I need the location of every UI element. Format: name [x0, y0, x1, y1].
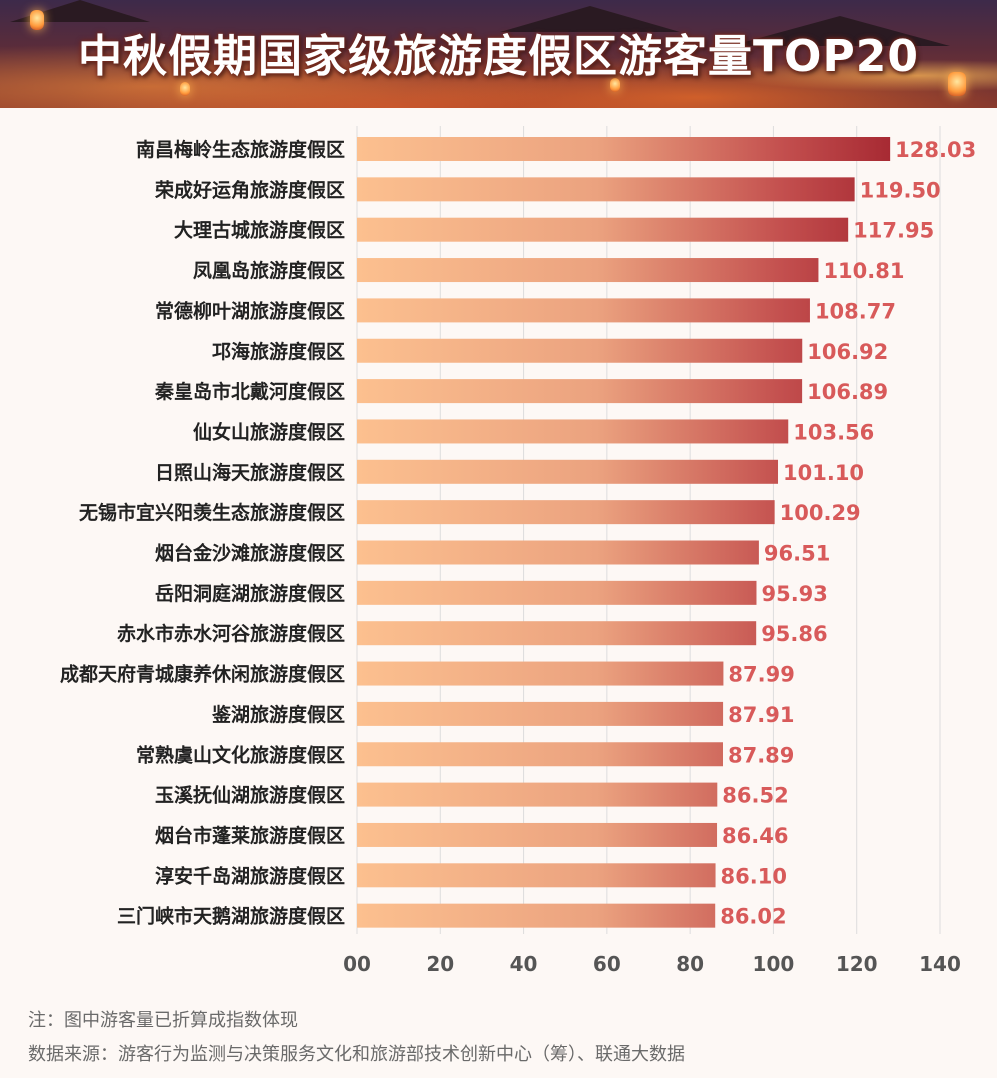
- category-label: 鉴湖旅游度假区: [211, 703, 345, 726]
- roof-silhouette: [10, 0, 150, 22]
- category-label: 烟台市蓬莱旅游度假区: [155, 824, 345, 847]
- bars: [357, 137, 891, 928]
- x-tick-label: 40: [510, 952, 538, 976]
- bar: [357, 137, 891, 161]
- data-label: 87.91: [728, 703, 794, 727]
- data-label: 100.29: [780, 501, 861, 525]
- category-label: 常熟虞山文化旅游度假区: [136, 743, 345, 766]
- category-label: 赤水市赤水河谷旅游度假区: [117, 622, 345, 645]
- bar-chart: 00 20 40 60 80 100 120 140 南昌梅岭生态旅游度假区 128.03 荣成好运…: [60, 126, 976, 976]
- category-label: 大理古城旅游度假区: [174, 219, 345, 242]
- bar: [357, 217, 849, 242]
- category-label: 南昌梅岭生态旅游度假区: [136, 138, 345, 161]
- data-label: 86.52: [722, 784, 788, 808]
- x-tick-label: 100: [753, 952, 795, 976]
- data-label: 108.77: [815, 299, 896, 323]
- data-label: 86.02: [720, 905, 786, 929]
- chart-note: 注：图中游客量已折算成指数体现: [28, 1010, 298, 1031]
- bar: [357, 742, 723, 767]
- bar: [357, 177, 855, 202]
- data-label: 86.10: [721, 864, 787, 888]
- category-label: 凤凰岛旅游度假区: [193, 259, 345, 282]
- category-label: 无锡市宜兴阳羡生态旅游度假区: [79, 501, 345, 524]
- category-label: 常德柳叶湖旅游度假区: [155, 299, 345, 322]
- bar: [357, 661, 724, 686]
- data-label: 119.50: [860, 178, 941, 202]
- data-label: 96.51: [764, 542, 830, 566]
- labels: 00 20 40 60 80 100 120 140 南昌梅岭生态旅游度假区 128.03 荣成好运…: [60, 138, 976, 976]
- data-label: 110.81: [823, 259, 904, 283]
- lantern-icon: [180, 82, 190, 96]
- bar: [357, 500, 775, 525]
- category-label: 玉溪抚仙湖旅游度假区: [155, 784, 345, 807]
- category-label: 淳安千岛湖旅游度假区: [155, 864, 345, 887]
- data-label: 86.46: [722, 824, 788, 848]
- data-label: 95.93: [761, 582, 827, 606]
- x-tick-label: 60: [593, 952, 621, 976]
- bar: [357, 822, 718, 847]
- bar: [357, 338, 803, 363]
- x-tick-label: 140: [919, 952, 961, 976]
- category-label: 日照山海天旅游度假区: [155, 461, 345, 484]
- title-banner: 中秋假期国家级旅游度假区游客量TOP20: [0, 0, 997, 108]
- category-label: 秦皇岛市北戴河度假区: [154, 380, 345, 403]
- data-label: 95.86: [761, 622, 827, 646]
- category-label: 烟台金沙滩旅游度假区: [155, 542, 345, 565]
- chart-title: 中秋假期国家级旅游度假区游客量TOP20: [78, 31, 919, 82]
- data-label: 117.95: [853, 219, 934, 243]
- data-label: 106.89: [807, 380, 888, 404]
- x-tick-label: 20: [426, 952, 454, 976]
- category-label: 邛海旅游度假区: [212, 340, 345, 363]
- data-label: 87.89: [728, 743, 794, 767]
- lantern-icon: [30, 10, 44, 30]
- data-label: 101.10: [783, 461, 864, 485]
- bar: [357, 419, 789, 444]
- category-label: 三门峡市天鹅湖旅游度假区: [117, 905, 345, 928]
- bar: [357, 701, 724, 726]
- grid-lines: [356, 126, 941, 934]
- bar: [357, 621, 757, 646]
- bar: [357, 258, 819, 283]
- data-label: 106.92: [807, 340, 888, 364]
- data-label: 87.99: [728, 663, 794, 687]
- category-label: 岳阳洞庭湖旅游度假区: [155, 582, 345, 605]
- bar: [357, 459, 779, 484]
- data-label: 128.03: [895, 138, 976, 162]
- x-tick-label: 00: [343, 952, 371, 976]
- bar: [357, 782, 718, 807]
- bar: [357, 298, 810, 323]
- lantern-icon: [610, 78, 620, 92]
- bar: [357, 863, 716, 888]
- category-label: 仙女山旅游度假区: [193, 420, 345, 443]
- category-label: 成都天府青城康养休闲旅游度假区: [60, 663, 345, 686]
- data-label: 103.56: [793, 420, 874, 444]
- bar: [357, 903, 716, 928]
- data-source: 数据来源：游客行为监测与决策服务文化和旅游部技术创新中心（筹）、联通大数据: [28, 1044, 685, 1065]
- bar: [357, 580, 757, 605]
- lantern-icon: [948, 72, 966, 96]
- x-tick-label: 120: [836, 952, 878, 976]
- bar: [357, 540, 759, 565]
- category-label: 荣成好运角旅游度假区: [154, 178, 345, 201]
- bar: [357, 379, 803, 404]
- roof-silhouette: [500, 6, 680, 32]
- x-tick-label: 80: [676, 952, 704, 976]
- roof-silhouette: [730, 16, 950, 46]
